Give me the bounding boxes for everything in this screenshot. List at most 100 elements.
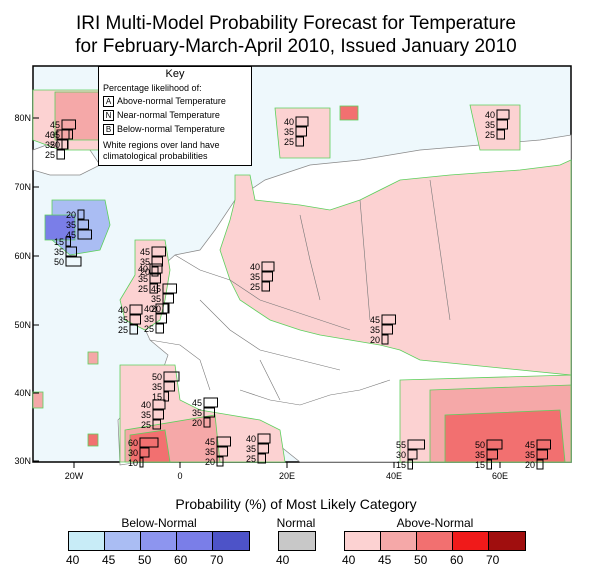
- station-value: 20: [140, 267, 150, 277]
- station-value: 35: [250, 272, 260, 282]
- station-bar: [486, 459, 492, 470]
- station-bar: [261, 261, 275, 272]
- station-value: 40: [246, 434, 256, 444]
- lat-label: 70N: [14, 182, 31, 192]
- lat-label: 60N: [14, 251, 31, 261]
- station-value: 40: [45, 130, 55, 140]
- station-value: 35: [54, 247, 64, 257]
- map-title-line1: IRI Multi-Model Probability Forecast for…: [76, 13, 516, 34]
- station-bar: [216, 456, 224, 467]
- station-bar: [257, 453, 266, 464]
- station-value: 45: [370, 315, 380, 325]
- latitude-axis: [33, 117, 39, 462]
- legend-normal-scale: [278, 531, 316, 551]
- lon-label: 60E: [492, 471, 508, 481]
- legend-below-scale: [68, 531, 250, 551]
- station-bar: [65, 246, 77, 257]
- station-value: 20: [192, 418, 202, 428]
- station-value: 20: [50, 140, 60, 150]
- station-value: 25: [45, 150, 55, 160]
- below-tick: 50: [138, 553, 152, 567]
- key-row-near: N Near-normal Temperature: [103, 110, 220, 121]
- lon-label: 0: [177, 471, 182, 481]
- station-value: 35: [118, 315, 128, 325]
- station-value: 35: [50, 130, 60, 140]
- station-value: 35: [138, 274, 148, 284]
- station-value: 20: [370, 335, 380, 345]
- station-value: 60: [128, 438, 138, 448]
- station-value: 35: [192, 408, 202, 418]
- station-bar: [203, 397, 218, 408]
- station-bar: [203, 417, 211, 428]
- station-value: 35: [525, 450, 535, 460]
- longitude-labels: 20W 0 20E 40E 60E: [65, 471, 508, 481]
- station-value: 45: [140, 247, 150, 257]
- station-bar: [536, 439, 551, 450]
- station-bar: [65, 256, 82, 267]
- station-value: 30: [128, 448, 138, 458]
- station-bar: [163, 381, 175, 392]
- key-row-above: A Above-normal Temperature: [103, 96, 226, 107]
- station-bar: [163, 371, 180, 382]
- station-bar: [261, 271, 273, 282]
- station-value: 25: [118, 325, 128, 335]
- station-bar: [151, 246, 166, 257]
- station-value: 15: [396, 460, 406, 470]
- station-value: 45: [525, 440, 535, 450]
- map-title-line2: for February-March-April 2010, Issued Ja…: [75, 36, 517, 57]
- below-swatch: [177, 532, 213, 550]
- station-value: 40: [138, 264, 148, 274]
- station-value: 35: [205, 447, 215, 457]
- below-swatch: [69, 532, 105, 550]
- station-bar: [536, 459, 544, 470]
- station-value: 25: [485, 130, 495, 140]
- legend-below-label: Below-Normal: [121, 516, 197, 530]
- station-value: 35: [152, 382, 162, 392]
- station-value: 45: [192, 398, 202, 408]
- station-value: 50: [475, 440, 485, 450]
- station-value: 35: [370, 325, 380, 335]
- station-bar: [56, 149, 65, 160]
- station-value: 35: [141, 410, 151, 420]
- above-tick: 40: [342, 553, 356, 567]
- station-bar: [257, 433, 271, 444]
- station-bar: [151, 266, 159, 277]
- station-bar: [151, 256, 163, 267]
- station-value: 15: [152, 392, 162, 402]
- lat-label: 30N: [14, 456, 31, 466]
- latitude-labels: 80N 70N 60N 50N 40N 30N: [14, 113, 31, 466]
- below-swatch: [213, 532, 249, 550]
- station-bar: [295, 126, 307, 137]
- above-swatch: [453, 532, 489, 550]
- station-bar: [65, 236, 71, 247]
- above-tick: 45: [378, 553, 392, 567]
- station-value: 40: [250, 262, 260, 272]
- station-value: 30: [396, 450, 406, 460]
- station-bar: [155, 303, 169, 314]
- lon-label: 20W: [65, 471, 84, 481]
- station-bar: [152, 399, 166, 410]
- station-value: 45: [205, 437, 215, 447]
- station-bar: [163, 391, 169, 402]
- station-bar: [496, 129, 505, 140]
- station-bar: [77, 209, 85, 220]
- station-bar: [162, 293, 174, 304]
- station-value: 15: [475, 460, 485, 470]
- above-swatch: [345, 532, 381, 550]
- above-swatch: [417, 532, 453, 550]
- station-bar: [295, 116, 309, 127]
- legend-normal-label: Normal: [276, 516, 316, 530]
- station-bar: [203, 407, 215, 418]
- key-label: Above-normal Temperature: [117, 96, 226, 106]
